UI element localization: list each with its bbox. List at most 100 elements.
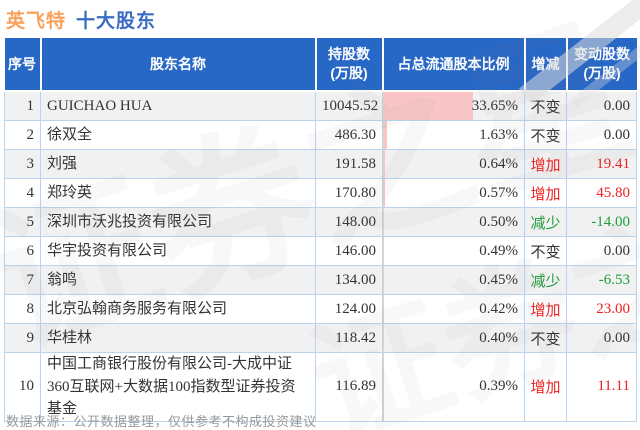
table-row: 7 翁鸣 134.00 0.45% 减少 -6.53 — [4, 265, 637, 295]
cell-rank: 4 — [4, 178, 41, 208]
table-row: 3 刘强 191.58 0.64% 增加 19.41 — [4, 149, 637, 179]
cell-shareholder-name: 华桂林 — [40, 323, 316, 353]
cell-change-label: 不变 — [524, 120, 567, 150]
cell-change-label: 不变 — [524, 323, 567, 353]
table-row: 10 中国工商银行股份有限公司-大成中证360互联网+大数据100指数型证券投资… — [4, 352, 637, 422]
cell-shares-held: 148.00 — [315, 207, 383, 237]
cell-shares-held: 118.42 — [315, 323, 383, 353]
cell-shareholder-name: 北京弘翰商务服务有限公司 — [40, 294, 316, 324]
ratio-value: 0.45% — [479, 271, 518, 288]
cell-rank: 5 — [4, 207, 41, 237]
table-row: 1 GUICHAO HUA 10045.52 33.65% 不变 0.00 — [4, 90, 637, 121]
ratio-value: 0.49% — [479, 242, 518, 259]
cell-change-label: 不变 — [524, 236, 567, 266]
ratio-value: 33.65% — [471, 97, 518, 114]
cell-change-shares: 0.00 — [566, 120, 637, 150]
cell-ratio: 0.64% — [382, 149, 525, 179]
ratio-bar — [383, 92, 473, 120]
cell-change-shares: 0.00 — [566, 236, 637, 266]
table-row: 9 华桂林 118.42 0.40% 不变 0.00 — [4, 323, 637, 353]
cell-rank: 3 — [4, 149, 41, 179]
ratio-value: 0.50% — [479, 213, 518, 230]
header-change: 增减 — [523, 36, 568, 92]
ratio-bar — [383, 324, 385, 352]
cell-shareholder-name: 翁鸣 — [40, 265, 316, 295]
cell-shareholder-name: GUICHAO HUA — [40, 90, 316, 121]
cell-change-label: 不变 — [524, 90, 567, 121]
cell-change-label: 减少 — [524, 207, 567, 237]
cell-ratio: 0.50% — [382, 207, 525, 237]
data-source-note: 数据来源：公开数据整理，仅供参考不构成投资建议 — [6, 414, 317, 429]
cell-rank: 9 — [4, 323, 41, 353]
cell-rank: 10 — [4, 352, 41, 422]
cell-shareholder-name: 中国工商银行股份有限公司-大成中证360互联网+大数据100指数型证券投资基金 — [40, 352, 316, 422]
cell-rank: 8 — [4, 294, 41, 324]
cell-change-shares: 45.80 — [566, 178, 637, 208]
shareholders-table: 序号 股东名称 持股数 (万股) 占总流通股本比例 增减 变动股数 (万股) 1… — [4, 36, 637, 422]
cell-shares-held: 124.00 — [315, 294, 383, 324]
header-rank: 序号 — [4, 36, 42, 92]
cell-rank: 2 — [4, 120, 41, 150]
ratio-bar — [383, 295, 385, 323]
cell-change-label: 减少 — [524, 265, 567, 295]
table-header: 序号 股东名称 持股数 (万股) 占总流通股本比例 增减 变动股数 (万股) — [4, 36, 637, 92]
cell-ratio: 33.65% — [382, 90, 525, 121]
cell-change-label: 增加 — [524, 294, 567, 324]
ratio-value: 0.42% — [479, 300, 518, 317]
cell-shares-held: 191.58 — [315, 149, 383, 179]
ratio-bar — [383, 208, 385, 236]
cell-change-shares: 19.41 — [566, 149, 637, 179]
ratio-bar — [383, 121, 388, 149]
cell-ratio: 1.63% — [382, 120, 525, 150]
table-row: 2 徐双全 486.30 1.63% 不变 0.00 — [4, 120, 637, 150]
table-row: 6 华宇投资有限公司 146.00 0.49% 不变 0.00 — [4, 236, 637, 266]
cell-shareholder-name: 刘强 — [40, 149, 316, 179]
cell-change-shares: 11.11 — [566, 352, 637, 422]
cell-shares-held: 146.00 — [315, 236, 383, 266]
cell-shares-held: 10045.52 — [315, 90, 383, 121]
ratio-value: 0.64% — [479, 155, 518, 172]
cell-shares-held: 170.80 — [315, 178, 383, 208]
ratio-bar — [383, 150, 385, 178]
cell-shares-held: 116.89 — [315, 352, 383, 422]
cell-shareholder-name: 深圳市沃兆投资有限公司 — [40, 207, 316, 237]
cell-rank: 7 — [4, 265, 41, 295]
header-change-shares: 变动股数 (万股) — [565, 36, 637, 92]
header-shareholder-name: 股东名称 — [39, 36, 317, 92]
stock-name: 英飞特 — [6, 11, 67, 32]
ratio-bar — [383, 353, 384, 421]
page-title: 英飞特 十大股东 — [6, 6, 156, 33]
cell-ratio: 0.40% — [382, 323, 525, 353]
cell-change-label: 增加 — [524, 149, 567, 179]
ratio-value: 0.40% — [479, 329, 518, 346]
cell-shareholder-name: 郑玲英 — [40, 178, 316, 208]
table-body: 1 GUICHAO HUA 10045.52 33.65% 不变 0.00 2 … — [4, 90, 637, 422]
ratio-value: 0.57% — [479, 184, 518, 201]
cell-shares-held: 486.30 — [315, 120, 383, 150]
ratio-bar — [383, 179, 385, 207]
ratio-bar — [383, 266, 385, 294]
cell-ratio: 0.49% — [382, 236, 525, 266]
cell-ratio: 0.42% — [382, 294, 525, 324]
cell-ratio: 0.57% — [382, 178, 525, 208]
cell-shares-held: 134.00 — [315, 265, 383, 295]
cell-change-label: 增加 — [524, 352, 567, 422]
cell-shareholder-name: 徐双全 — [40, 120, 316, 150]
cell-change-shares: 23.00 — [566, 294, 637, 324]
cell-change-shares: 0.00 — [566, 323, 637, 353]
ratio-value: 1.63% — [479, 126, 518, 143]
cell-rank: 1 — [4, 90, 41, 121]
section-title: 十大股东 — [76, 11, 157, 32]
cell-change-shares: -6.53 — [566, 265, 637, 295]
cell-shareholder-name: 华宇投资有限公司 — [40, 236, 316, 266]
header-shares-held: 持股数 (万股) — [314, 36, 384, 92]
header-ratio: 占总流通股本比例 — [381, 36, 526, 92]
cell-ratio: 0.39% — [382, 352, 525, 422]
table-row: 5 深圳市沃兆投资有限公司 148.00 0.50% 减少 -14.00 — [4, 207, 637, 237]
cell-change-shares: 0.00 — [566, 90, 637, 121]
cell-rank: 6 — [4, 236, 41, 266]
cell-change-shares: -14.00 — [566, 207, 637, 237]
cell-change-label: 增加 — [524, 178, 567, 208]
cell-ratio: 0.45% — [382, 265, 525, 295]
ratio-value: 0.39% — [479, 378, 518, 395]
